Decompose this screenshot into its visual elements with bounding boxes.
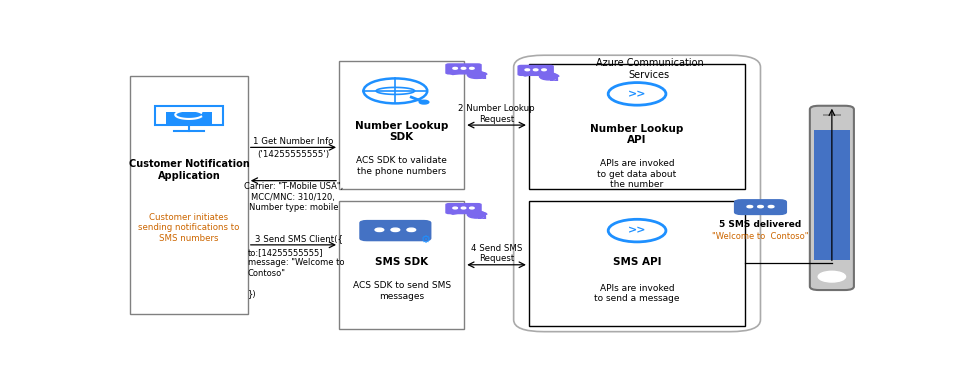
Circle shape	[469, 68, 474, 69]
Circle shape	[542, 69, 546, 71]
Circle shape	[462, 207, 466, 209]
Bar	[339, 61, 465, 189]
FancyBboxPatch shape	[809, 106, 854, 290]
FancyBboxPatch shape	[517, 65, 554, 76]
Circle shape	[533, 69, 538, 71]
Circle shape	[747, 205, 753, 208]
FancyBboxPatch shape	[360, 220, 431, 241]
Circle shape	[525, 69, 529, 71]
Bar	[339, 201, 465, 329]
Text: ☎: ☎	[475, 211, 487, 221]
Circle shape	[453, 207, 458, 209]
Circle shape	[375, 228, 384, 232]
Bar	[167, 112, 212, 124]
Text: Carrier: "T-Mobile USA",
MCC/MNC: 310/120,
Number type: mobile: Carrier: "T-Mobile USA", MCC/MNC: 310/12…	[244, 182, 343, 212]
Text: Customer initiates
sending notifications to
SMS numbers: Customer initiates sending notifications…	[138, 213, 240, 242]
Text: APIs are invoked
to send a message: APIs are invoked to send a message	[594, 284, 680, 303]
Text: 5 SMS delivered: 5 SMS delivered	[719, 220, 802, 230]
Bar	[823, 114, 841, 116]
Bar	[155, 106, 223, 125]
Text: >>: >>	[628, 89, 647, 99]
Text: ('14255555555'): ('14255555555')	[258, 150, 329, 159]
Polygon shape	[384, 236, 401, 239]
Circle shape	[469, 207, 474, 209]
Text: 4 Send SMS
Request: 4 Send SMS Request	[470, 244, 522, 263]
Text: >>: >>	[628, 225, 647, 235]
Circle shape	[768, 205, 774, 208]
Bar	[529, 64, 746, 189]
Bar	[813, 130, 850, 260]
Text: Number Lookup
API: Number Lookup API	[590, 124, 684, 145]
Polygon shape	[753, 211, 764, 213]
Text: ☎: ☎	[547, 73, 560, 83]
Text: to:[14255555555]
message: "Welcome to
Contoso"

}): to:[14255555555] message: "Welcome to Co…	[248, 248, 344, 298]
Circle shape	[818, 271, 846, 282]
Circle shape	[467, 211, 485, 218]
FancyBboxPatch shape	[445, 203, 482, 214]
Text: 1 Get Number Info: 1 Get Number Info	[253, 137, 333, 146]
Circle shape	[407, 228, 416, 232]
Circle shape	[462, 68, 466, 69]
Text: ☎: ☎	[475, 71, 487, 81]
Circle shape	[453, 68, 458, 69]
Bar	[529, 201, 746, 326]
Text: APIs are invoked
to get data about
the number: APIs are invoked to get data about the n…	[598, 159, 676, 189]
Text: "Welcome to  Contoso": "Welcome to Contoso"	[712, 232, 808, 241]
Text: SMS API: SMS API	[612, 257, 662, 267]
Circle shape	[391, 228, 400, 232]
Circle shape	[467, 71, 485, 78]
FancyBboxPatch shape	[514, 55, 760, 332]
Polygon shape	[449, 73, 461, 74]
Text: ACS SDK to send SMS
messages: ACS SDK to send SMS messages	[353, 281, 451, 301]
Text: 3 Send SMS Client({: 3 Send SMS Client({	[256, 234, 343, 244]
Circle shape	[539, 73, 558, 80]
Polygon shape	[449, 213, 461, 214]
Text: SMS SDK: SMS SDK	[375, 257, 428, 267]
Text: 2 Number Lookup
Request: 2 Number Lookup Request	[459, 104, 535, 124]
Text: Azure Communication
Services: Azure Communication Services	[596, 58, 704, 80]
Circle shape	[758, 205, 763, 208]
FancyBboxPatch shape	[445, 63, 482, 74]
FancyBboxPatch shape	[734, 199, 787, 215]
Polygon shape	[521, 74, 533, 76]
Text: Customer Notification
Application: Customer Notification Application	[128, 159, 249, 181]
Text: Number Lookup
SDK: Number Lookup SDK	[355, 120, 448, 142]
Text: ACS SDK to validate
the phone numbers: ACS SDK to validate the phone numbers	[356, 156, 447, 176]
Text: ⚙: ⚙	[420, 235, 431, 244]
Bar	[130, 76, 248, 314]
Circle shape	[419, 100, 429, 104]
